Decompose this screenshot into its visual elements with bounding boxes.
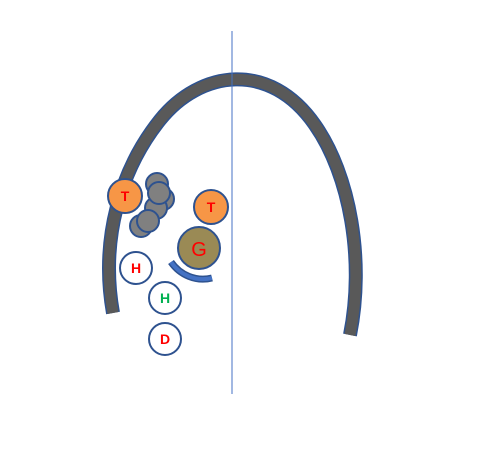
token-d-label: D <box>160 331 170 347</box>
token-h-green: H <box>148 281 182 315</box>
token-h-red: H <box>119 251 153 285</box>
gray-stone <box>147 181 171 205</box>
token-t-right-label: T <box>207 199 216 215</box>
gray-stone-cluster <box>129 172 175 238</box>
token-goal: G <box>177 226 221 270</box>
gray-stone <box>136 209 160 233</box>
token-d: D <box>148 322 182 356</box>
token-goal-label: G <box>191 239 207 261</box>
token-h-red-label: H <box>131 260 141 276</box>
token-t-left: T <box>107 178 143 214</box>
token-t-right: T <box>193 189 229 225</box>
token-t-left-label: T <box>121 188 130 204</box>
token-h-green-label: H <box>160 290 170 306</box>
